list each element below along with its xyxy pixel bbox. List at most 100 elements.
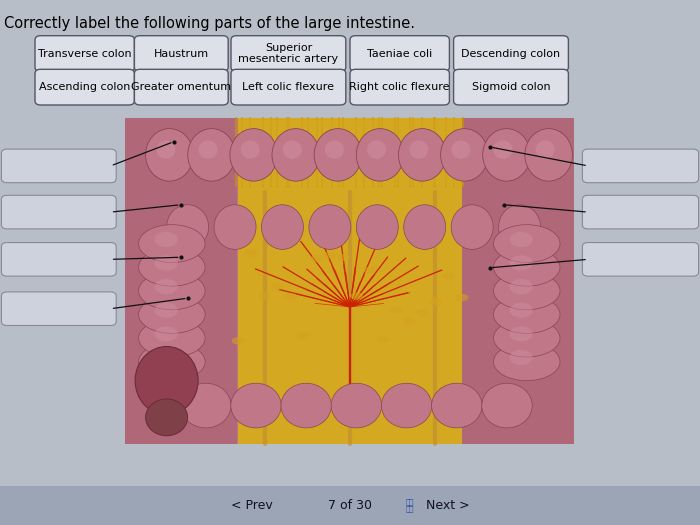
- Ellipse shape: [494, 225, 560, 262]
- Ellipse shape: [494, 296, 560, 333]
- Ellipse shape: [331, 383, 382, 428]
- Ellipse shape: [494, 319, 560, 357]
- Text: Transverse colon: Transverse colon: [38, 48, 132, 59]
- Ellipse shape: [494, 248, 560, 286]
- Ellipse shape: [356, 129, 404, 181]
- Ellipse shape: [271, 283, 284, 290]
- Ellipse shape: [452, 140, 470, 159]
- Ellipse shape: [510, 303, 533, 318]
- Ellipse shape: [398, 129, 446, 181]
- Text: Right colic flexure: Right colic flexure: [349, 82, 450, 92]
- Ellipse shape: [367, 140, 386, 159]
- Ellipse shape: [139, 343, 205, 381]
- Ellipse shape: [429, 298, 442, 305]
- Ellipse shape: [525, 129, 573, 181]
- Ellipse shape: [510, 350, 533, 365]
- Ellipse shape: [139, 296, 205, 333]
- Ellipse shape: [156, 140, 176, 159]
- Ellipse shape: [416, 309, 429, 317]
- Ellipse shape: [146, 129, 193, 181]
- FancyBboxPatch shape: [1, 195, 116, 229]
- FancyBboxPatch shape: [0, 486, 700, 525]
- Ellipse shape: [390, 306, 402, 313]
- FancyBboxPatch shape: [350, 69, 449, 105]
- Text: Next >: Next >: [426, 499, 470, 512]
- FancyBboxPatch shape: [125, 118, 237, 444]
- Ellipse shape: [498, 205, 540, 249]
- Ellipse shape: [155, 303, 178, 318]
- FancyBboxPatch shape: [350, 36, 449, 71]
- Ellipse shape: [510, 256, 533, 270]
- Ellipse shape: [155, 232, 178, 247]
- Ellipse shape: [245, 249, 258, 257]
- Ellipse shape: [510, 327, 533, 341]
- Ellipse shape: [311, 255, 323, 262]
- Ellipse shape: [404, 205, 446, 249]
- FancyBboxPatch shape: [582, 195, 699, 229]
- Text: Sigmoid colon: Sigmoid colon: [472, 82, 550, 92]
- Ellipse shape: [325, 140, 344, 159]
- Ellipse shape: [382, 383, 432, 428]
- Ellipse shape: [139, 225, 205, 262]
- FancyBboxPatch shape: [1, 243, 116, 276]
- Ellipse shape: [483, 129, 531, 181]
- FancyBboxPatch shape: [462, 118, 574, 444]
- Ellipse shape: [510, 232, 533, 247]
- FancyBboxPatch shape: [231, 69, 346, 105]
- Ellipse shape: [258, 292, 271, 300]
- Ellipse shape: [324, 251, 337, 259]
- Ellipse shape: [403, 318, 416, 325]
- Ellipse shape: [432, 383, 482, 428]
- Text: Superior
mesenteric artery: Superior mesenteric artery: [238, 43, 339, 65]
- Polygon shape: [238, 118, 462, 444]
- Ellipse shape: [155, 256, 178, 270]
- Text: Descending colon: Descending colon: [461, 48, 561, 59]
- Ellipse shape: [410, 140, 428, 159]
- Ellipse shape: [350, 292, 363, 300]
- FancyBboxPatch shape: [231, 36, 346, 71]
- FancyBboxPatch shape: [582, 149, 699, 183]
- Ellipse shape: [442, 272, 455, 280]
- Text: Haustrum: Haustrum: [154, 48, 209, 59]
- Text: ⬛⬛
⬛⬛: ⬛⬛ ⬛⬛: [405, 498, 414, 512]
- Ellipse shape: [298, 332, 310, 340]
- FancyBboxPatch shape: [582, 243, 699, 276]
- Ellipse shape: [262, 205, 304, 249]
- Ellipse shape: [281, 383, 331, 428]
- Ellipse shape: [309, 205, 351, 249]
- FancyBboxPatch shape: [454, 36, 568, 71]
- Ellipse shape: [230, 129, 277, 181]
- Ellipse shape: [272, 129, 320, 181]
- FancyBboxPatch shape: [454, 69, 568, 105]
- FancyBboxPatch shape: [35, 69, 134, 105]
- Ellipse shape: [139, 319, 205, 357]
- Ellipse shape: [167, 205, 209, 249]
- Ellipse shape: [482, 383, 532, 428]
- Ellipse shape: [452, 205, 493, 249]
- Ellipse shape: [283, 140, 302, 159]
- FancyBboxPatch shape: [1, 149, 116, 183]
- Ellipse shape: [363, 267, 376, 274]
- FancyBboxPatch shape: [1, 292, 116, 326]
- Text: Greater omentum: Greater omentum: [131, 82, 232, 92]
- Ellipse shape: [135, 346, 198, 415]
- Ellipse shape: [155, 350, 178, 365]
- Ellipse shape: [214, 205, 256, 249]
- Ellipse shape: [314, 129, 362, 181]
- Ellipse shape: [241, 140, 260, 159]
- Ellipse shape: [440, 129, 488, 181]
- Text: Taeniae coli: Taeniae coli: [367, 48, 433, 59]
- Ellipse shape: [231, 383, 281, 428]
- Ellipse shape: [337, 254, 350, 261]
- Ellipse shape: [146, 399, 188, 436]
- Ellipse shape: [494, 140, 512, 159]
- Ellipse shape: [494, 272, 560, 310]
- FancyBboxPatch shape: [35, 36, 134, 71]
- Ellipse shape: [284, 293, 297, 300]
- Ellipse shape: [377, 335, 389, 342]
- Text: Left colic flexure: Left colic flexure: [242, 82, 335, 92]
- Ellipse shape: [139, 248, 205, 286]
- Ellipse shape: [155, 279, 178, 294]
- Ellipse shape: [510, 279, 533, 294]
- Ellipse shape: [456, 294, 468, 301]
